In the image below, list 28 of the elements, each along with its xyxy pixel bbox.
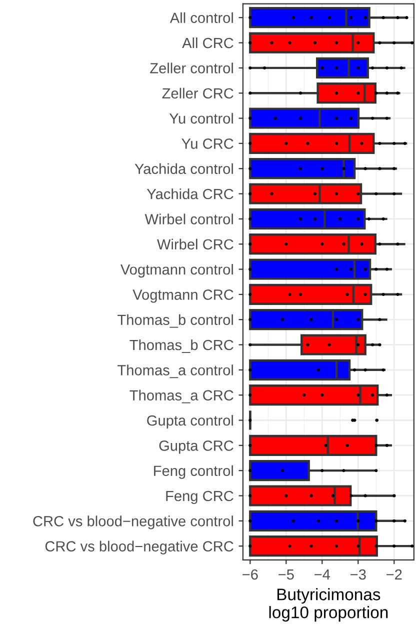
y-tick-label: Gupta CRC [159,440,234,454]
y-tick-label: Thomas_a CRC [130,390,234,404]
y-tick-label: Yu control [169,112,233,124]
x-tick-label: −3 [350,569,366,580]
y-tick-label: All CRC [182,37,234,48]
x-axis-title: Butyricimonas log10 proportion [269,588,388,622]
y-tick-label: Yachida CRC [146,188,234,200]
y-tick-label: Feng control [154,465,233,479]
y-tick-label: Zeller control [150,62,233,74]
x-tick-label: −4 [314,569,330,580]
y-tick-label: Gupta control [147,414,233,429]
y-tick-label: Thomas_a control [118,364,233,378]
x-tick-label: −6 [242,569,258,580]
y-tick-label: Wirbel CRC [157,238,234,250]
x-tick-label: −2 [386,569,402,580]
y-tick-label: Yu CRC [182,138,234,149]
y-tick-label: CRC vs blood−negative CRC [45,540,234,554]
y-tick-label: Vogtmann control [120,264,233,278]
y-tick-label: Thomas_b control [118,314,233,328]
y-tick-label: Yachida control [134,163,233,174]
y-tick-label: CRC vs blood−negative control [33,516,233,530]
y-tick-label: Thomas_b CRC [130,339,234,353]
y-tick-label: Wirbel control [144,214,233,224]
x-tick-label: −5 [278,569,294,580]
y-tick-label: Vogtmann CRC [132,290,234,303]
y-tick-label: Feng CRC [166,490,234,504]
y-tick-label: Zeller CRC [162,88,234,99]
y-tick-label: All control [170,12,233,24]
